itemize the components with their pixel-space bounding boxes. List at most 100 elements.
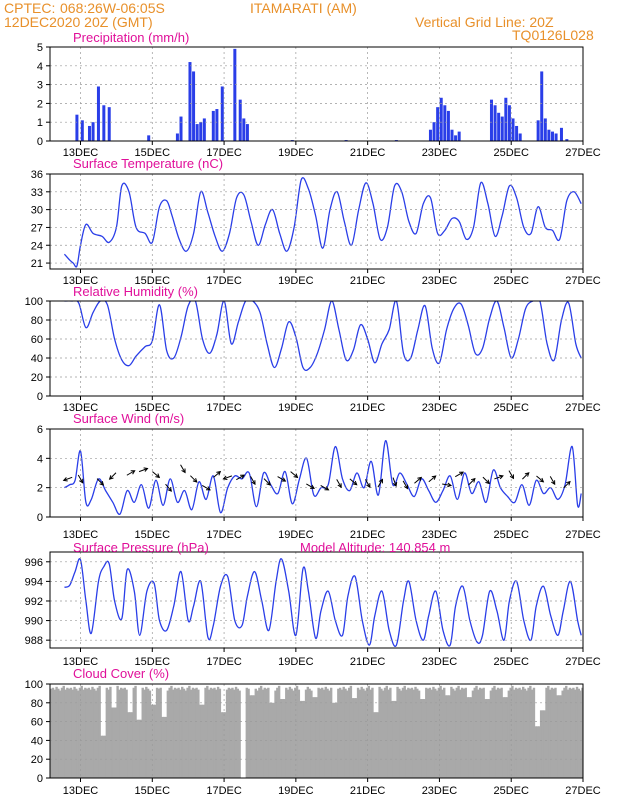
- cloud-bar: [148, 690, 152, 778]
- cloud-bar: [310, 690, 313, 778]
- cloud-bar: [172, 689, 175, 778]
- wind-arrow-head: [251, 480, 256, 486]
- precip-bar: [504, 97, 508, 141]
- cloud-bar: [146, 688, 150, 778]
- cloud-bar: [170, 685, 173, 778]
- precip-bar: [511, 118, 515, 141]
- precip-bar: [175, 133, 179, 141]
- precip-bar: [439, 97, 443, 141]
- cloud-bar: [306, 686, 310, 778]
- cloud-bar: [389, 687, 392, 778]
- cloud-bar: [378, 686, 381, 778]
- x-tick-label: 15DEC: [135, 785, 171, 797]
- cloud-bar: [504, 697, 507, 778]
- wind-arrow-head: [392, 482, 398, 487]
- cloud-bar: [530, 689, 534, 778]
- wind-arrow: [223, 475, 233, 480]
- cloud-bar: [331, 702, 335, 778]
- x-tick-label: 17DEC: [206, 402, 242, 414]
- y-tick-label: 0: [37, 773, 43, 785]
- wind-arrow: [428, 475, 437, 483]
- wind-arrow: [414, 477, 422, 484]
- wind-arrow-head: [417, 476, 423, 482]
- precip-bar: [493, 105, 497, 141]
- x-tick-label: 27DEC: [565, 147, 601, 159]
- cloud-bar: [145, 686, 148, 778]
- cloud-bar: [425, 687, 428, 778]
- cloud-bar: [486, 699, 489, 778]
- wind-arrow: [306, 483, 315, 489]
- cloud-bar: [338, 687, 342, 778]
- x-tick-label: 19DEC: [278, 785, 314, 797]
- cloud-bar: [513, 689, 516, 778]
- cloud-bar: [495, 689, 498, 778]
- wind-arrow-head: [266, 480, 272, 486]
- wind-arrow-head: [181, 468, 186, 474]
- panel-5: 988 990 992 994 996 13DEC 15DEC 17DEC 19DEC 21DEC…: [25, 540, 601, 668]
- cloud-bar: [290, 688, 293, 778]
- cloud-bar: [134, 685, 137, 778]
- x-tick-label: 13DEC: [63, 529, 99, 541]
- cloud-bar: [238, 690, 241, 778]
- cloud-bar: [344, 688, 347, 778]
- cloud-bar: [297, 689, 301, 778]
- precip-bar: [543, 118, 547, 141]
- cloud-bar: [216, 686, 220, 778]
- x-tick-label: 25DEC: [493, 785, 529, 797]
- cloud-bar: [374, 712, 378, 778]
- cloud-bar: [112, 707, 116, 778]
- panel-2: 21 24 27 30 33 36 13DEC 15DEC 17DEC 19DEC 21DEC 23D…: [31, 156, 601, 287]
- cloud-bar: [468, 697, 471, 778]
- cloud-bar: [396, 686, 399, 778]
- precip-bar: [457, 131, 461, 141]
- wind-arrow: [138, 468, 148, 473]
- cloud-bar: [301, 700, 304, 778]
- wind-arrow: [201, 484, 211, 491]
- cloud-bar: [263, 687, 266, 778]
- cloud-bar: [234, 686, 238, 778]
- cloud-bar: [60, 687, 64, 778]
- wind-arrow: [180, 464, 186, 473]
- cloud-bar: [351, 698, 354, 778]
- cloud-bar: [202, 704, 205, 778]
- cloud-bar: [475, 685, 478, 778]
- precip-bar: [192, 71, 196, 141]
- cloud-bar: [154, 704, 157, 778]
- cloud-bar: [105, 687, 109, 778]
- cloud-bar: [410, 687, 414, 778]
- cloud-bar: [207, 689, 211, 778]
- precip-bar: [500, 116, 504, 141]
- cloud-bar: [408, 688, 412, 778]
- cloud-bar: [102, 735, 105, 778]
- cloud-bar: [182, 688, 186, 778]
- cloud-bar: [324, 686, 327, 778]
- cloud-bar: [114, 707, 118, 778]
- wind-arrow: [494, 475, 504, 480]
- cloud-bar: [195, 687, 198, 778]
- cloud-bar: [373, 712, 376, 778]
- panel-title: Surface Temperature (nC): [73, 156, 223, 171]
- cloud-bar: [401, 687, 405, 778]
- wind-arrow-head: [352, 480, 358, 486]
- series-group: [63, 177, 582, 268]
- precip-bar: [233, 48, 237, 141]
- cloud-bar: [189, 689, 193, 778]
- cloud-bar: [94, 690, 98, 778]
- x-tick-label: 15DEC: [135, 275, 171, 287]
- precip-bar: [195, 124, 199, 141]
- cloud-bar: [159, 687, 162, 778]
- precip-bar: [75, 114, 79, 141]
- cloud-bar: [428, 687, 432, 778]
- wind-arrow-head: [539, 477, 545, 483]
- cloud-bar: [218, 688, 222, 778]
- cloud-bar: [491, 687, 494, 778]
- cloud-bar: [80, 685, 83, 778]
- cloud-bar: [164, 716, 168, 778]
- cloud-bar: [387, 689, 390, 778]
- x-tick-label: 13DEC: [63, 402, 99, 414]
- x-tick-label: 21DEC: [350, 402, 386, 414]
- x-tick-label: 19DEC: [278, 656, 314, 668]
- precip-bar: [179, 116, 183, 141]
- cloud-bar: [87, 687, 91, 778]
- precip-bar: [147, 135, 151, 141]
